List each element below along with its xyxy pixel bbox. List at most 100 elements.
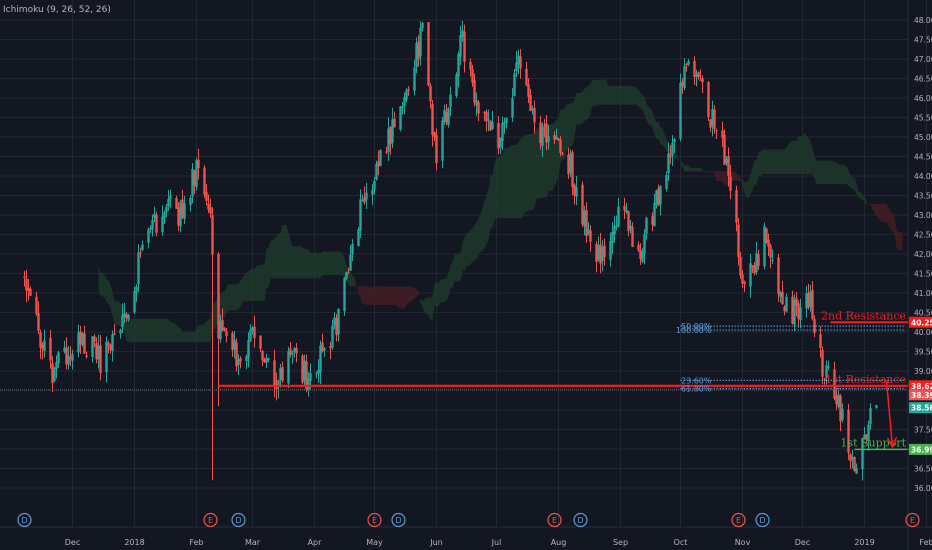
candle <box>193 169 196 194</box>
cloud-segment <box>858 191 861 198</box>
indicator-label[interactable]: Ichimoku (9, 26, 52, 26) <box>3 5 111 15</box>
candle-body <box>127 315 130 320</box>
cloud-segment <box>572 99 575 146</box>
cloud-segment <box>170 321 173 343</box>
candle <box>559 136 562 157</box>
cloud-segment <box>860 191 867 204</box>
candle-body <box>343 277 346 312</box>
cloud-segment <box>308 249 311 279</box>
candle-body <box>807 292 810 308</box>
candle-body <box>223 328 226 331</box>
candle-body <box>359 199 362 231</box>
candle <box>125 312 128 322</box>
event-marker-dividend: D <box>17 512 32 528</box>
price-tick-label: 41.50 <box>914 270 932 279</box>
cloud-segment <box>602 79 605 105</box>
candle-body <box>377 161 380 166</box>
candle <box>517 49 520 75</box>
candle <box>847 403 850 460</box>
candle <box>27 279 30 301</box>
cloud-segment <box>868 203 871 206</box>
candle <box>135 284 138 302</box>
price-tick-label: 48.00 <box>914 16 932 25</box>
candle-body <box>645 217 648 234</box>
cloud-segment <box>566 103 573 151</box>
candle <box>417 35 420 67</box>
candle <box>195 157 198 191</box>
cloud-segment <box>300 246 307 279</box>
cloud-segment <box>690 168 693 172</box>
candle-body <box>163 212 166 219</box>
candle-body <box>195 160 198 188</box>
candle-body <box>601 247 604 261</box>
cloud-segment <box>306 249 309 279</box>
event-marker-label: E <box>552 516 557 525</box>
cloud-segment <box>282 224 285 279</box>
candle-body <box>351 243 354 255</box>
time-tick-label: 2018 <box>124 538 144 547</box>
cloud-segment <box>382 286 385 306</box>
candle-body <box>625 209 628 212</box>
candle-body <box>673 139 676 143</box>
candle <box>403 92 406 115</box>
candle-body <box>389 127 392 145</box>
cloud-segment <box>826 160 829 185</box>
candle <box>671 135 674 167</box>
candle-body <box>433 132 436 138</box>
candle <box>799 298 802 329</box>
price-badge-label: 40.25 <box>911 318 932 327</box>
cloud-segment <box>518 138 521 219</box>
candle <box>133 286 136 315</box>
candle-body <box>819 334 822 349</box>
candle <box>391 107 394 149</box>
candle <box>525 62 528 87</box>
candle <box>445 103 448 126</box>
event-marker-dividend: D <box>391 512 406 528</box>
candle-body <box>77 332 80 353</box>
candle <box>497 116 500 155</box>
candle-body <box>161 216 164 233</box>
candle <box>477 100 480 122</box>
cloud-segment <box>438 279 441 307</box>
cloud-segment <box>704 171 707 173</box>
candle-body <box>261 350 264 361</box>
cloud-segment <box>466 232 469 267</box>
candle <box>667 142 670 181</box>
candle <box>597 236 600 262</box>
time-axis[interactable]: Dec 2018 Feb Mar Apr May Jun Jul Aug Sep Oct Nov Dec… <box>65 538 932 547</box>
candle <box>85 351 88 359</box>
cloud-segment <box>434 282 437 307</box>
cloud-segment <box>898 231 901 250</box>
candle <box>519 49 522 79</box>
fib-level-label: 100.00% <box>676 326 712 335</box>
price-tick-label: 46.00 <box>914 94 932 103</box>
candle-body <box>361 199 364 201</box>
cloud-segment <box>784 147 787 175</box>
candle <box>83 325 86 354</box>
candle-body <box>371 189 374 195</box>
candle-body <box>657 188 660 206</box>
event-marker-circle <box>17 512 32 528</box>
price-badge-bg <box>909 443 932 455</box>
candle <box>239 356 242 369</box>
candle-body <box>221 319 224 330</box>
candle <box>351 239 354 262</box>
candle-body <box>567 154 570 175</box>
candle <box>55 355 58 379</box>
candle <box>81 332 84 347</box>
candle <box>421 22 424 32</box>
cloud-segment <box>524 133 531 213</box>
cloud-segment <box>550 124 553 191</box>
candle <box>813 315 816 338</box>
candle-body <box>105 341 108 372</box>
price-badge-bg <box>909 380 932 392</box>
candle-body <box>813 319 816 333</box>
price-tick-label: 43.00 <box>914 211 932 220</box>
candle-body <box>387 128 390 152</box>
cloud-segment <box>510 144 517 219</box>
candle-body <box>303 360 306 380</box>
event-marker-circle <box>391 512 406 528</box>
candle-body <box>611 231 614 244</box>
candle-body <box>779 293 782 297</box>
